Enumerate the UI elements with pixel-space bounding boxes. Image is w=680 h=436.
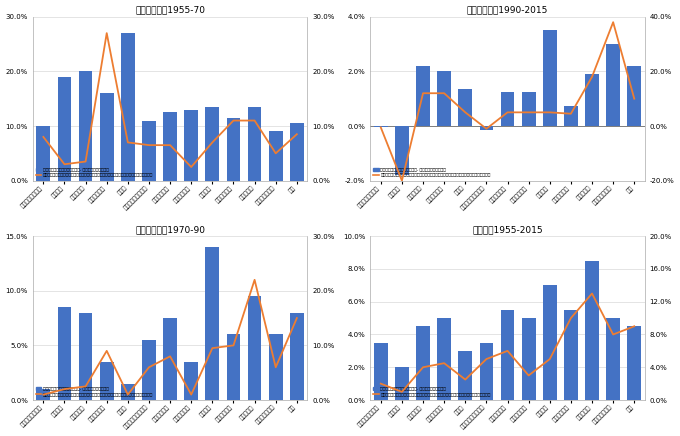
Bar bbox=[58, 77, 71, 181]
Bar bbox=[248, 296, 262, 400]
Bar bbox=[607, 44, 620, 126]
Bar bbox=[458, 89, 472, 126]
Bar bbox=[437, 318, 451, 400]
Bar bbox=[395, 367, 409, 400]
Bar bbox=[522, 92, 536, 126]
Bar bbox=[226, 118, 240, 181]
Bar bbox=[184, 109, 198, 181]
Bar bbox=[500, 310, 514, 400]
Bar bbox=[374, 126, 388, 127]
Bar bbox=[479, 343, 493, 400]
Bar bbox=[121, 384, 135, 400]
Legend: 賃本投入指数増加率（年率平均, 賃本の質上昇を含む）, マクロ経済の賃本投入増加（住宅を含む、再配分効果を除く）に占める各産業の寄与のシェア: 賃本投入指数増加率（年率平均, 賃本の質上昇を含む）, マクロ経済の賃本投入増加… bbox=[373, 386, 492, 398]
Title: 安定成長期：1970-90: 安定成長期：1970-90 bbox=[135, 225, 205, 234]
Bar bbox=[395, 126, 409, 175]
Bar bbox=[79, 313, 92, 400]
Bar bbox=[458, 351, 472, 400]
Bar bbox=[100, 362, 114, 400]
Bar bbox=[226, 334, 240, 400]
Legend: 賃本投入指数増加率（年率平均, 賃本の質上昇を含む）, マクロ経済の賃本投入増加（住宅を含む、再配分効果を除く）に占める各産業の寄与のシェア: 賃本投入指数増加率（年率平均, 賃本の質上昇を含む）, マクロ経済の賃本投入増加… bbox=[35, 386, 154, 398]
Bar bbox=[564, 106, 578, 126]
Bar bbox=[184, 362, 198, 400]
Bar bbox=[100, 93, 114, 181]
Title: 長期停滞期：1990-2015: 長期停滞期：1990-2015 bbox=[467, 6, 548, 14]
Bar bbox=[585, 261, 599, 400]
Bar bbox=[290, 313, 304, 400]
Bar bbox=[500, 92, 514, 126]
Bar bbox=[416, 326, 430, 400]
Bar bbox=[37, 389, 50, 400]
Bar bbox=[628, 326, 641, 400]
Bar bbox=[205, 247, 219, 400]
Title: 全期間：1955-2015: 全期間：1955-2015 bbox=[472, 225, 543, 234]
Bar bbox=[163, 112, 177, 181]
Bar bbox=[163, 318, 177, 400]
Bar bbox=[79, 72, 92, 181]
Legend: 賃本投入指数増加率（年率平均, 賃本の質上昇を含む）, マクロ経済の賃本投入増加（住宅を含む、再配分効果を除く）に占める各産業の寄与のシェア: 賃本投入指数増加率（年率平均, 賃本の質上昇を含む）, マクロ経済の賃本投入増加… bbox=[373, 167, 492, 178]
Bar bbox=[543, 31, 557, 126]
Bar bbox=[479, 126, 493, 130]
Bar bbox=[290, 123, 304, 181]
Bar bbox=[142, 340, 156, 400]
Bar bbox=[522, 318, 536, 400]
Bar bbox=[37, 126, 50, 181]
Bar bbox=[374, 343, 388, 400]
Bar bbox=[205, 107, 219, 181]
Bar bbox=[269, 334, 283, 400]
Title: 高度成長期：1955-70: 高度成長期：1955-70 bbox=[135, 6, 205, 14]
Bar bbox=[248, 107, 262, 181]
Bar bbox=[543, 285, 557, 400]
Legend: 賃本投入指数増加率（年率平均, 賃本の質上昇を含む）, マクロ経済の賃本投入増加（住宅を含む、再配分効果を除く）に占める各産業の寄与のシェア: 賃本投入指数増加率（年率平均, 賃本の質上昇を含む）, マクロ経済の賃本投入増加… bbox=[35, 167, 154, 178]
Bar bbox=[585, 74, 599, 126]
Bar bbox=[58, 307, 71, 400]
Bar bbox=[142, 120, 156, 181]
Bar bbox=[564, 310, 578, 400]
Bar bbox=[437, 72, 451, 126]
Bar bbox=[607, 318, 620, 400]
Bar bbox=[121, 33, 135, 181]
Bar bbox=[269, 132, 283, 181]
Bar bbox=[416, 66, 430, 126]
Bar bbox=[628, 66, 641, 126]
